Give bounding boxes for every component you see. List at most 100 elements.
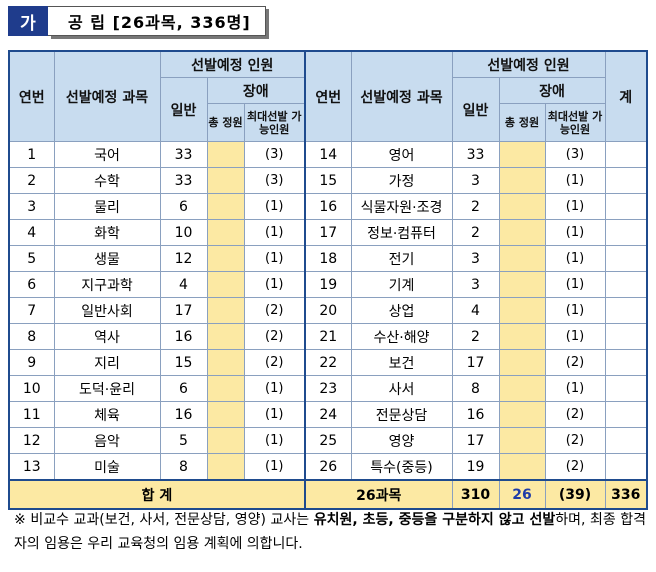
row-general-right: 19 [451, 453, 500, 481]
table-row: 9 지리 15 (2) 22 보건 17 (2) [8, 349, 648, 376]
table-row: 2 수학 33 (3) 15 가정 3 (1) [8, 167, 648, 194]
row-total-right [498, 453, 546, 481]
footer-total: 26 [498, 479, 546, 510]
row-general-right: 8 [451, 375, 500, 402]
row-subject: 체육 [53, 401, 161, 428]
row-total [206, 427, 245, 454]
row-sum [604, 141, 648, 168]
row-no: 12 [8, 427, 55, 454]
row-no-right: 15 [304, 167, 352, 194]
row-general-right: 17 [451, 349, 500, 376]
row-general-right: 17 [451, 427, 500, 454]
table-row: 10 도덕·윤리 6 (1) 23 사서 8 (1) [8, 375, 648, 402]
row-general-right: 2 [451, 219, 500, 246]
row-subject-right: 보건 [350, 349, 453, 376]
row-sum [604, 271, 648, 298]
row-max-right: (1) [544, 245, 606, 272]
row-general: 15 [159, 349, 208, 376]
row-general: 16 [159, 401, 208, 428]
row-max-right: (1) [544, 167, 606, 194]
row-no-right: 24 [304, 401, 352, 428]
row-subject-right: 상업 [350, 297, 453, 324]
header-max-right: 최대선발 가능인원 [544, 103, 606, 142]
row-no-right: 20 [304, 297, 352, 324]
header-total-right: 총 정원 [498, 103, 546, 142]
row-subject-right: 전기 [350, 245, 453, 272]
row-subject-right: 사서 [350, 375, 453, 402]
footer-general: 310 [451, 479, 500, 510]
row-total-right [498, 401, 546, 428]
header-disabled-right: 장애 [498, 77, 606, 104]
header-total: 총 정원 [206, 103, 245, 142]
row-subject: 역사 [53, 323, 161, 350]
row-subject: 생물 [53, 245, 161, 272]
row-sum [604, 349, 648, 376]
row-general-right: 4 [451, 297, 500, 324]
header-disabled: 장애 [206, 77, 306, 104]
row-total [206, 245, 245, 272]
row-no: 8 [8, 323, 55, 350]
row-general: 16 [159, 323, 208, 350]
row-total [206, 193, 245, 220]
row-sum [604, 401, 648, 428]
header-subject-right: 선발예정 과목 [350, 50, 453, 142]
row-subject-right: 식물자원·조경 [350, 193, 453, 220]
row-total [206, 323, 245, 350]
row-max: (2) [243, 323, 306, 350]
row-max: (1) [243, 427, 306, 454]
row-subject-right: 가정 [350, 167, 453, 194]
row-subject-right: 기계 [350, 271, 453, 298]
row-subject: 화학 [53, 219, 161, 246]
row-max-right: (1) [544, 219, 606, 246]
table-body: 1 국어 33 (3) 14 영어 33 (3) 2 수학 33 (3) 15 가정 3 (1) 3 물리 6 (1)… [8, 141, 648, 481]
row-total [206, 219, 245, 246]
row-subject: 물리 [53, 193, 161, 220]
header-plan: 선발예정 인원 [159, 50, 306, 78]
row-no-right: 19 [304, 271, 352, 298]
row-no: 1 [8, 141, 55, 168]
row-max: (1) [243, 219, 306, 246]
row-max: (3) [243, 141, 306, 168]
row-no: 7 [8, 297, 55, 324]
row-subject: 미술 [53, 453, 161, 481]
row-total [206, 167, 245, 194]
section-header: 가 공 립 [26과목, 336명] [8, 6, 266, 36]
footnote: ※ 비교수 교과(보건, 사서, 전문상담, 영양) 교사는 유치원, 초등, … [14, 508, 646, 556]
row-no: 9 [8, 349, 55, 376]
row-no-right: 21 [304, 323, 352, 350]
row-max: (1) [243, 375, 306, 402]
note-mark: ※ [14, 512, 26, 528]
row-total [206, 141, 245, 168]
row-subject: 도덕·윤리 [53, 375, 161, 402]
row-total-right [498, 323, 546, 350]
row-no-right: 22 [304, 349, 352, 376]
row-subject-right: 전문상담 [350, 401, 453, 428]
row-subject-right: 영양 [350, 427, 453, 454]
footer-subjects: 26과목 [304, 479, 453, 510]
row-total-right [498, 141, 546, 168]
row-general: 33 [159, 141, 208, 168]
row-general-right: 3 [451, 245, 500, 272]
recruitment-table: 연번 선발예정 과목 선발예정 인원 연번 선발예정 과목 선발예정 인원 계 … [8, 50, 648, 510]
row-subject-right: 정보·컴퓨터 [350, 219, 453, 246]
row-max-right: (1) [544, 193, 606, 220]
row-total [206, 349, 245, 376]
table-row: 1 국어 33 (3) 14 영어 33 (3) [8, 141, 648, 168]
header-subject: 선발예정 과목 [53, 50, 161, 142]
row-total-right [498, 349, 546, 376]
row-total-right [498, 193, 546, 220]
table-row: 3 물리 6 (1) 16 식물자원·조경 2 (1) [8, 193, 648, 220]
row-total-right [498, 427, 546, 454]
row-general-right: 3 [451, 271, 500, 298]
header-max: 최대선발 가능인원 [243, 103, 306, 142]
row-max-right: (2) [544, 427, 606, 454]
row-max: (3) [243, 167, 306, 194]
section-title: 공 립 [26과목, 336명] [48, 6, 266, 36]
row-subject: 지리 [53, 349, 161, 376]
row-no-right: 23 [304, 375, 352, 402]
row-sum [604, 245, 648, 272]
row-max: (1) [243, 271, 306, 298]
row-max: (1) [243, 401, 306, 428]
section-badge: 가 [8, 6, 48, 36]
row-sum [604, 193, 648, 220]
